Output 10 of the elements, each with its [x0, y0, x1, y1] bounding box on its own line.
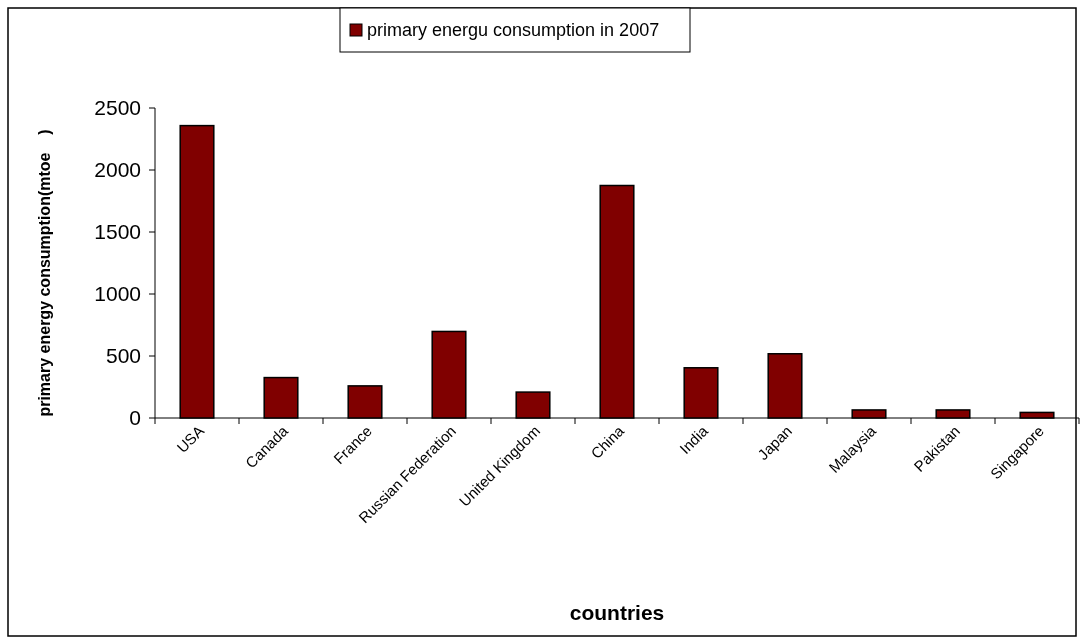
y-tick-label: 0: [129, 406, 141, 430]
x-tick-label: USA: [173, 422, 208, 456]
y-tick-label: 2000: [94, 158, 141, 182]
y-tick-label: 2500: [94, 96, 141, 120]
y-tick-label: 1000: [94, 282, 141, 306]
legend-label: primary energu consumption in 2007: [367, 20, 660, 41]
y-tick-label: 500: [105, 344, 141, 368]
y-tick-label: 1500: [94, 220, 141, 244]
x-axis-title: countries: [569, 601, 665, 624]
y-axis-title: primary energy consumption(mtoe ): [36, 129, 53, 417]
